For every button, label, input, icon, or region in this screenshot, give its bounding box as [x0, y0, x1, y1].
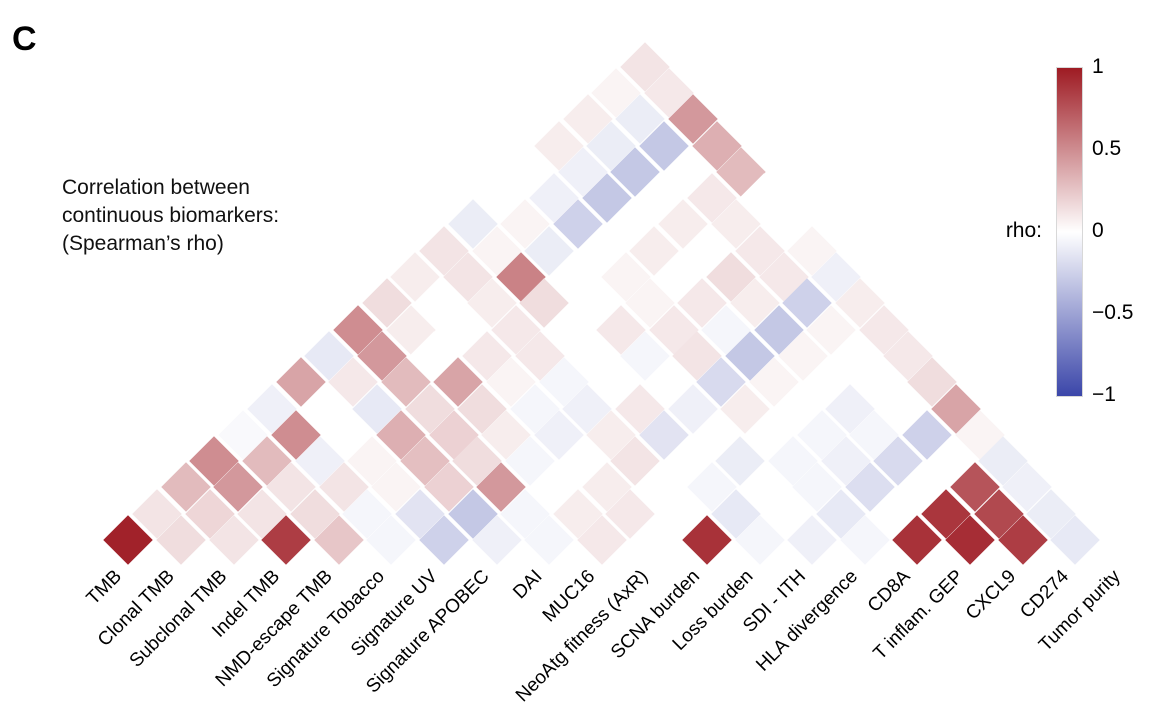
colorbar-title: rho:	[1005, 219, 1042, 242]
colorbar-tick-−0.5: −0.5	[1092, 301, 1134, 324]
colorbar-tick-−1: −1	[1092, 383, 1116, 406]
axis-label-cxcl9: CXCL9	[961, 566, 1021, 625]
colorbar-tick-1: 1	[1092, 55, 1104, 78]
chart-title-line-3: (Spearman’s rho)	[62, 232, 224, 255]
colorbar: 1 0.5 0 −0.5 −1	[1056, 56, 1160, 405]
colorbar-tick-0.5: 0.5	[1092, 137, 1122, 160]
chart-title-line-1: Correlation between	[62, 176, 250, 199]
axis-label-dai: DAI	[509, 566, 547, 604]
colorbar-tick-0: 0	[1092, 219, 1104, 242]
colorbar-gradient	[1056, 67, 1083, 397]
panel-label: C	[12, 20, 37, 58]
axis-label-tmb: TMB	[82, 566, 126, 610]
chart-title-line-2: continuous biomarkers:	[62, 204, 280, 227]
chart-title: Correlation between continuous biomarker…	[62, 174, 279, 258]
